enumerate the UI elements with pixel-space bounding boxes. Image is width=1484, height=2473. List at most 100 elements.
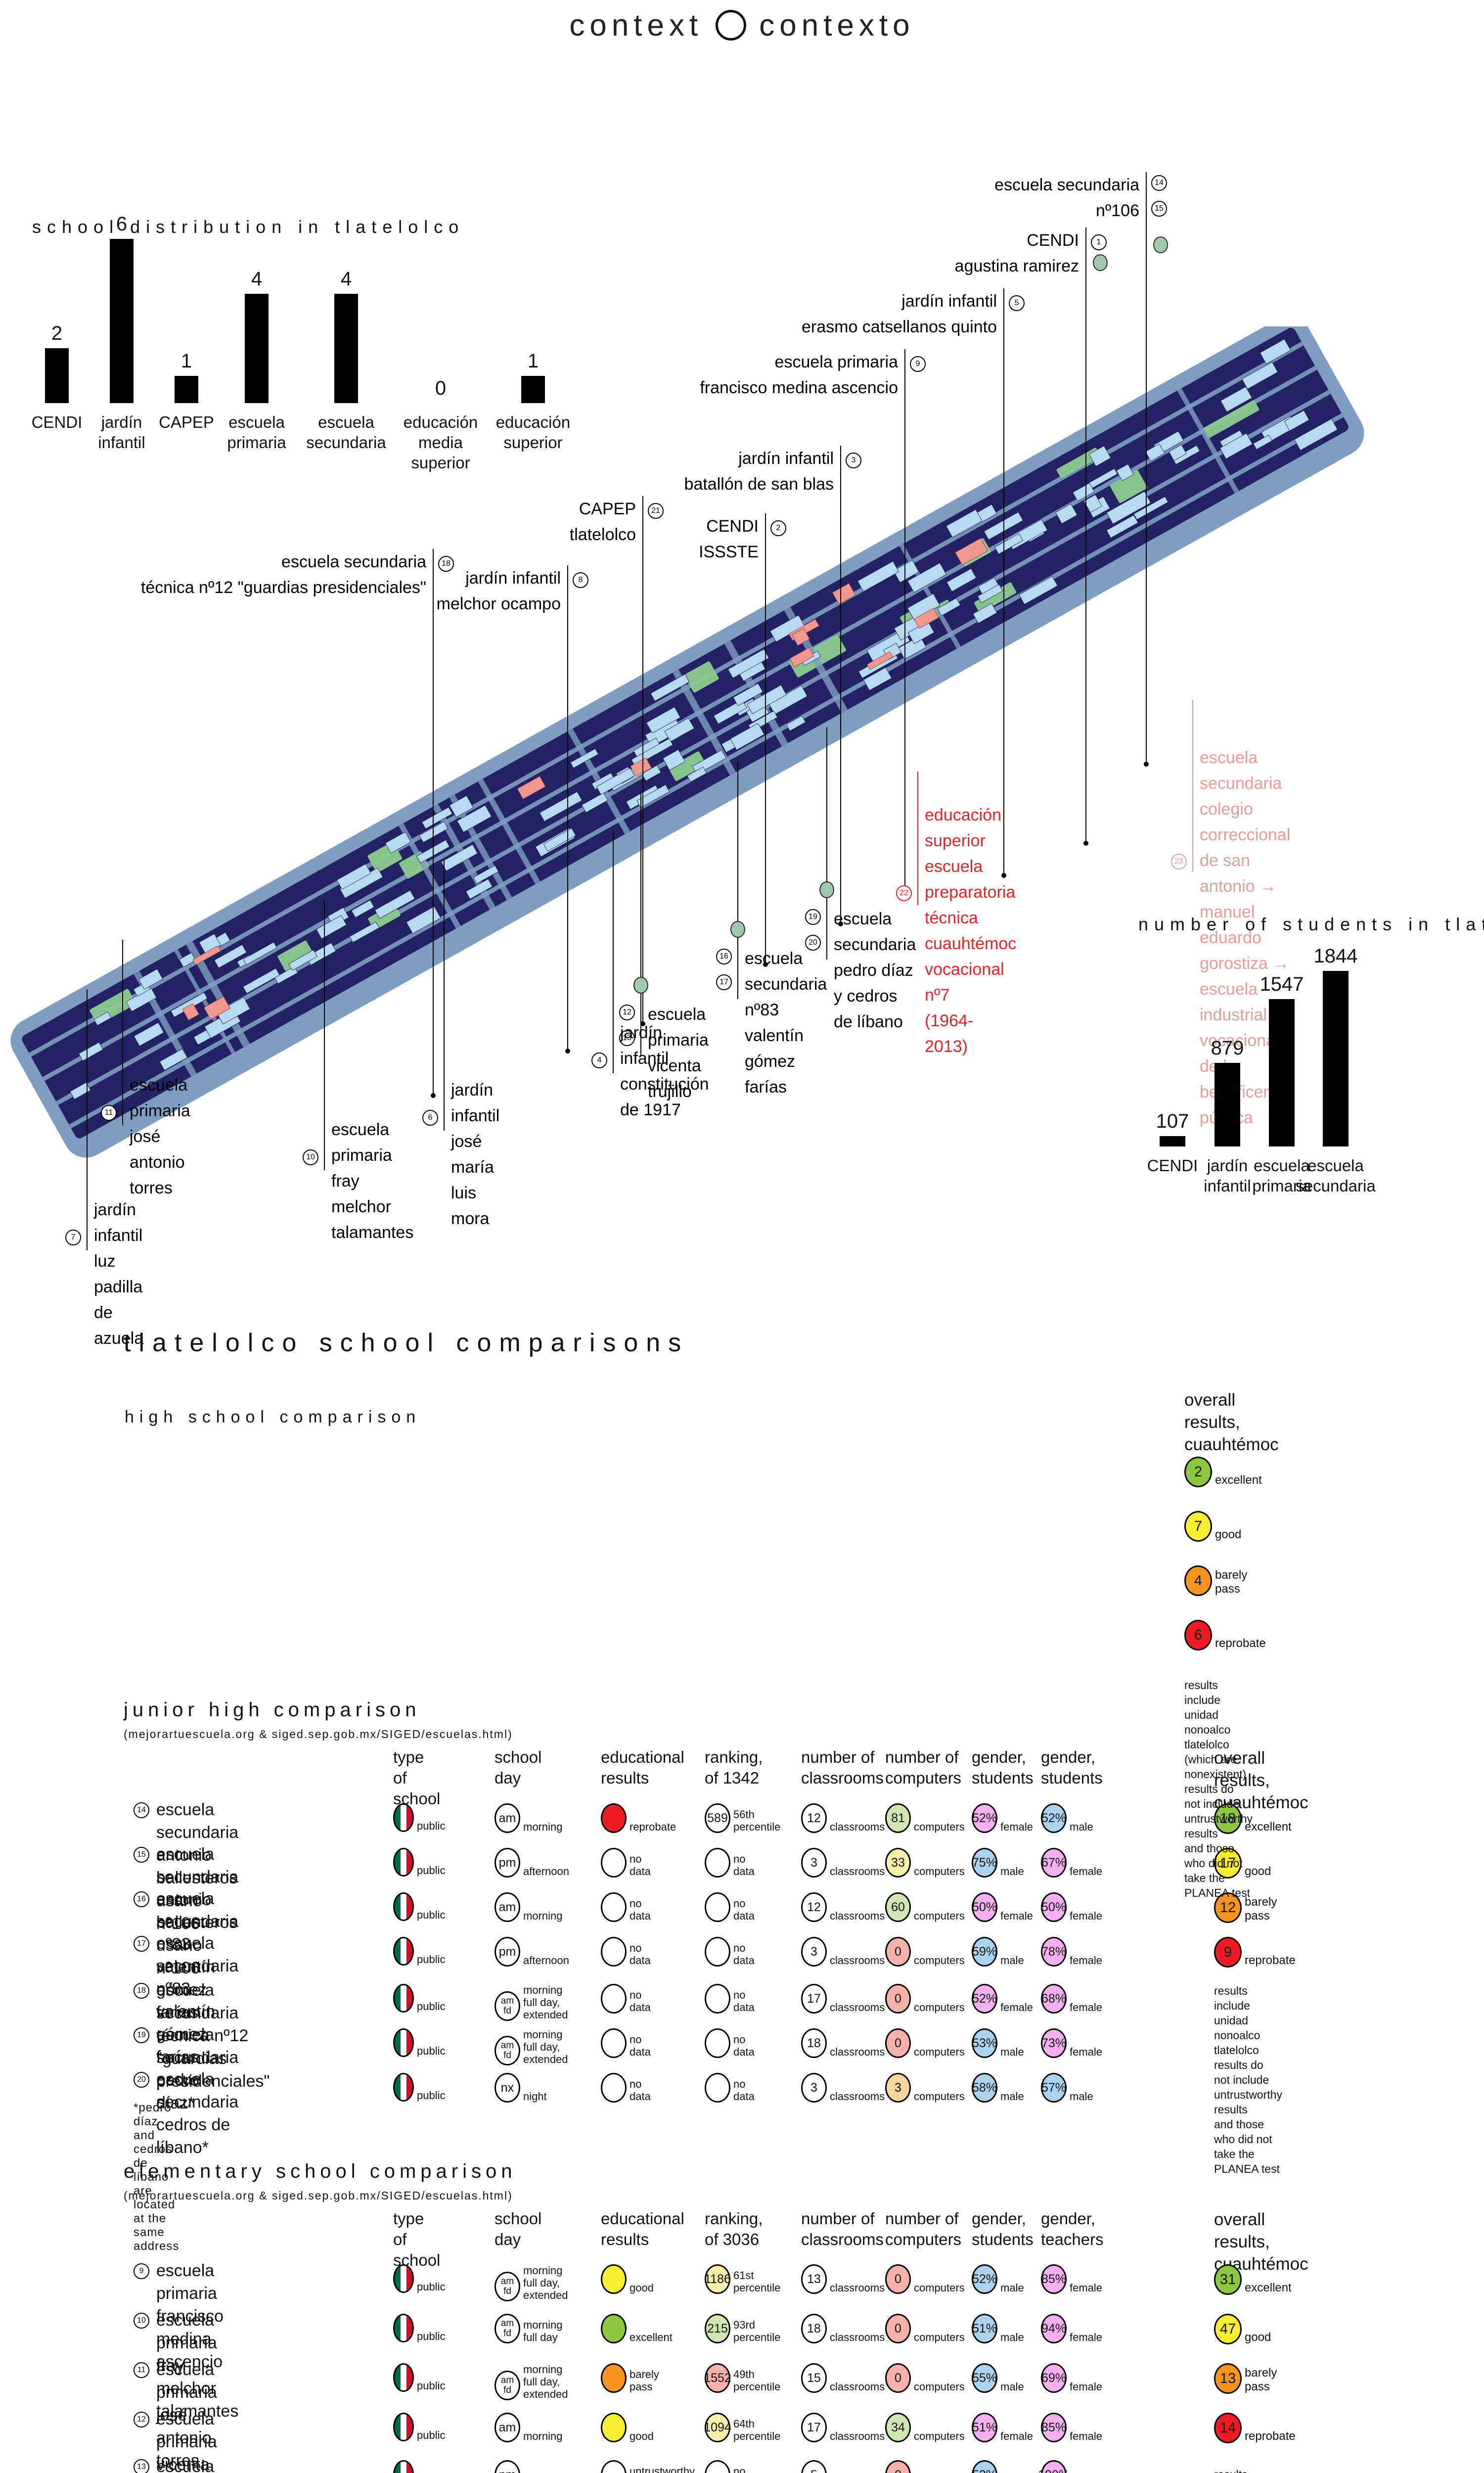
cell-morningfull: am fd morning full day, extended bbox=[495, 1984, 568, 2021]
callout-label: jardín infantil melchor ocampo bbox=[436, 569, 561, 613]
cell-caption: computers bbox=[914, 2282, 965, 2294]
cell-th: 1094 64th percentile bbox=[704, 2413, 781, 2442]
value-circle bbox=[601, 2460, 627, 2473]
value-circle bbox=[601, 2073, 627, 2103]
cell-caption: public bbox=[417, 1864, 446, 1877]
value-circle: 12 bbox=[801, 1892, 827, 1922]
high-school-title: high school comparison bbox=[125, 1408, 421, 1426]
cell-caption: public bbox=[417, 2429, 446, 2441]
cell-male: 55% male bbox=[972, 2363, 1024, 2393]
mexico-flag-icon bbox=[393, 1984, 414, 2013]
cell-caption: morning full day, extended bbox=[523, 2264, 568, 2301]
mexico-flag-icon bbox=[393, 2460, 414, 2473]
cell-caption: public bbox=[417, 2089, 446, 2102]
legend-circle: 4 bbox=[1184, 1565, 1212, 1596]
cell-caption: reprobate bbox=[630, 1821, 676, 1833]
mexico-flag-icon bbox=[393, 1848, 414, 1877]
result-dot bbox=[601, 2363, 627, 2393]
cell-caption: female bbox=[1070, 1910, 1103, 1922]
callout-leader-line bbox=[1003, 288, 1004, 875]
cell-caption: computers bbox=[914, 2381, 965, 2393]
callout-label: escuela primaria vicenta trujillo bbox=[648, 1005, 709, 1101]
table-title: elementary school comparison bbox=[124, 2160, 517, 2182]
value-circle: 50% bbox=[972, 1892, 997, 1922]
callout-leader-line bbox=[87, 989, 88, 1250]
cell-no: no data bbox=[705, 1848, 755, 1878]
cell-female: 51% female bbox=[972, 2413, 1033, 2442]
cell-caption: no data bbox=[733, 1942, 755, 1967]
map-graphic bbox=[10, 316, 1364, 1158]
bar-value: 0 bbox=[435, 377, 447, 399]
cell-untrustworthyresults: untrustworthy results bbox=[601, 2460, 695, 2473]
cell-rd: 215 93rd percentile bbox=[705, 2314, 780, 2343]
cell-caption: good bbox=[630, 2282, 654, 2294]
cell-caption: no data bbox=[733, 2465, 746, 2473]
legend-circle: 6 bbox=[1184, 1620, 1212, 1650]
callout-number-badge: 12 bbox=[619, 1005, 635, 1020]
cell-no: no data bbox=[705, 2073, 755, 2103]
mexico-flag-icon bbox=[393, 1803, 414, 1832]
cell-caption: male bbox=[1070, 2090, 1093, 2103]
result-dot bbox=[601, 1803, 627, 1833]
cell-caption: female bbox=[1000, 1821, 1034, 1833]
legend-item: 18 excellent bbox=[1214, 1803, 1292, 1834]
table-footnote: *pedro díaz and cedros de líbano are loc… bbox=[134, 2101, 180, 2253]
cell-public: public bbox=[393, 2264, 445, 2293]
result-dot bbox=[601, 2264, 627, 2294]
leader-end-dot bbox=[838, 921, 843, 926]
legend-note: results include unidad nonoalco tlatelol… bbox=[1214, 2467, 1282, 2473]
bar-category-label: escuela secundaria bbox=[1296, 1156, 1376, 1195]
legend-circle: 7 bbox=[1184, 1511, 1212, 1542]
table-source: (mejorartuescuela.org & siged.sep.gob.mx… bbox=[124, 2189, 513, 2202]
callout-leader-line bbox=[122, 940, 123, 1126]
cell-caption: public bbox=[417, 2000, 446, 2013]
column-header: ranking, of 1342 bbox=[705, 1748, 763, 1787]
cell-caption: classrooms bbox=[830, 2282, 885, 2294]
callout-label: CENDI agustina ramirez bbox=[954, 231, 1079, 275]
school-name: escuela secundaria antonio ballesteros u… bbox=[156, 1800, 239, 1933]
school-number-badge: 20 bbox=[134, 2072, 149, 2088]
legend-item: 2 excellent bbox=[1184, 1457, 1262, 1487]
cell-caption: 64th percentile bbox=[733, 2418, 781, 2442]
column-header: gender, students bbox=[972, 2209, 1034, 2248]
column-header: number of classrooms bbox=[801, 2209, 884, 2248]
cell-caption: no data bbox=[630, 1989, 651, 2014]
value-circle: 78% bbox=[1041, 1937, 1067, 1967]
cell-caption: male bbox=[1000, 1954, 1024, 1967]
cell-caption: computers bbox=[914, 2001, 965, 2014]
value-circle bbox=[601, 1848, 627, 1878]
legend-label: reprobate bbox=[1245, 1954, 1296, 1967]
cell-caption: female bbox=[1070, 2001, 1103, 2014]
school-name: escuela secundaria antonio ballesteros u… bbox=[156, 1845, 239, 1977]
value-circle bbox=[705, 2460, 730, 2473]
legend-circle: 47 bbox=[1214, 2314, 1242, 2344]
comparisons-title: tlatelolco school comparisons bbox=[124, 1328, 689, 1357]
value-circle: 52% bbox=[972, 2264, 997, 2294]
table-title: junior high comparison bbox=[124, 1699, 421, 1721]
cell-caption: male bbox=[1000, 2090, 1024, 2103]
callout-label: escuela primaria fray melchor talamantes bbox=[331, 1120, 414, 1242]
value-circle: 0 bbox=[885, 1937, 911, 1967]
school-name: escuela primaria francisco medina ascenc… bbox=[156, 2261, 224, 2371]
cell-caption: female bbox=[1070, 2331, 1103, 2343]
cell-female: 73% female bbox=[1041, 2028, 1102, 2058]
callout-label: escuela secundaria nº106 bbox=[994, 176, 1139, 220]
legend-item: 4 barely pass bbox=[1184, 1565, 1247, 1596]
school-name: escuela secundaria cedros de líbano* bbox=[156, 2070, 239, 2157]
cell-caption: night bbox=[523, 2090, 547, 2103]
cell-male: 75% male bbox=[972, 1848, 1024, 1878]
cell-no: no data bbox=[705, 1984, 755, 2014]
cell-th: 1552 49th percentile bbox=[704, 2363, 780, 2393]
leader-end-dot bbox=[1144, 762, 1149, 767]
cell-classrooms: 13 classrooms bbox=[801, 2264, 885, 2294]
cell-caption: morning full day, extended bbox=[523, 1984, 568, 2021]
legend-label: excellent bbox=[1245, 1820, 1292, 1833]
value-circle: 69% bbox=[1041, 2363, 1067, 2393]
cell-caption: public bbox=[417, 1820, 446, 1832]
cell-good: good bbox=[601, 2413, 654, 2442]
cell-caption: no data bbox=[630, 1897, 651, 1922]
